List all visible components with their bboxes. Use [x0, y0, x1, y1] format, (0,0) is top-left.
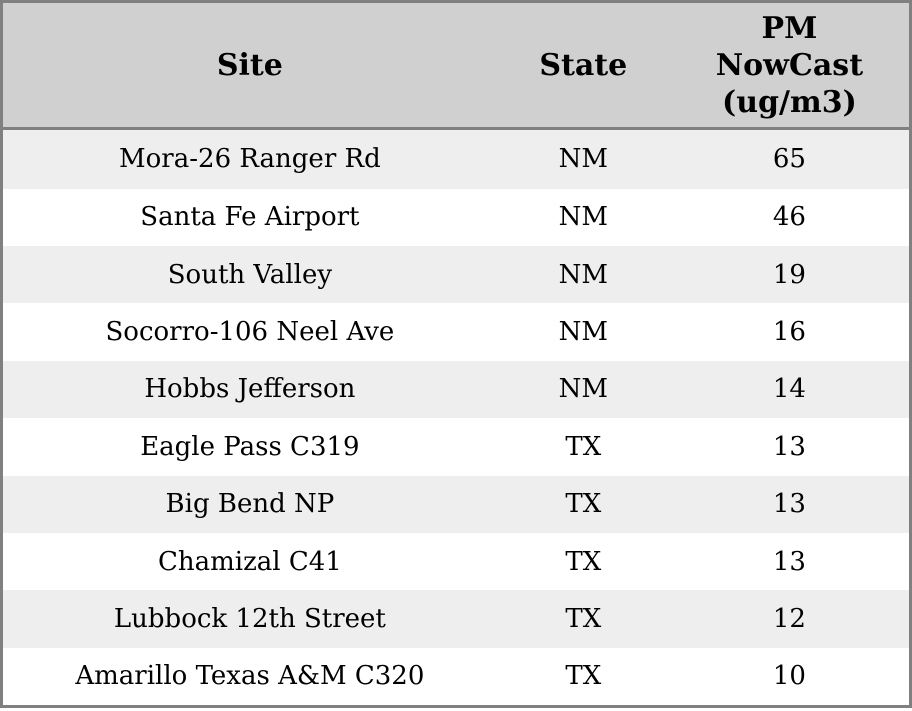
site-cell: Socorro-106 Neel Ave	[105, 317, 395, 348]
pm-value-cell: 13	[772, 546, 806, 577]
site-cell: Hobbs Jefferson	[144, 374, 356, 405]
state-cell: NM	[558, 144, 608, 175]
site-cell: South Valley	[167, 259, 333, 290]
state-cell: TX	[565, 546, 602, 577]
pm-value-cell: 12	[772, 603, 806, 634]
table-header-row: Site State PM NowCast (ug/m3)	[3, 3, 909, 130]
state-cell: TX	[565, 661, 602, 692]
column-header-pm-nowcast: PM NowCast (ug/m3)	[669, 3, 909, 130]
pm-value-cell: 13	[772, 489, 806, 520]
site-cell: Lubbock 12th Street	[113, 603, 386, 634]
pm-nowcast-table: Site State PM NowCast (ug/m3) Mora-26 Ra…	[3, 3, 909, 705]
table-row: Socorro-106 Neel Ave NM 16	[3, 303, 909, 361]
pm-value-cell: 16	[772, 317, 806, 348]
pm-value-cell: 65	[772, 144, 806, 175]
site-cell: Big Bend NP	[165, 489, 335, 520]
state-cell: NM	[558, 202, 608, 233]
state-cell: TX	[565, 489, 602, 520]
site-cell: Amarillo Texas A&M C320	[75, 661, 425, 692]
pm-value-cell: 46	[772, 202, 806, 233]
pm-value-cell: 10	[772, 661, 806, 692]
column-header-state: State	[496, 3, 670, 130]
state-cell: TX	[565, 603, 602, 634]
site-cell: Chamizal C41	[157, 546, 342, 577]
state-cell: NM	[558, 317, 608, 348]
site-cell: Eagle Pass C319	[140, 431, 360, 462]
table-row: Hobbs Jefferson NM 14	[3, 360, 909, 419]
state-cell: NM	[558, 259, 608, 290]
site-cell: Mora-26 Ranger Rd	[119, 144, 381, 175]
table-row: Amarillo Texas A&M C320 TX 10	[3, 647, 909, 705]
table-row: Lubbock 12th Street TX 12	[3, 590, 909, 648]
state-cell: TX	[565, 431, 602, 462]
table-row: South Valley NM 19	[3, 246, 909, 304]
pm-value-cell: 14	[772, 374, 806, 405]
table-row: Eagle Pass C319 TX 13	[3, 418, 909, 476]
column-header-site: Site	[3, 3, 497, 130]
site-cell: Santa Fe Airport	[140, 202, 360, 233]
table-row: Big Bend NP TX 13	[3, 475, 909, 533]
pm-value-cell: 19	[772, 259, 806, 290]
table-row: Chamizal C41 TX 13	[3, 532, 909, 591]
state-cell: NM	[558, 374, 608, 405]
table-row: Mora-26 Ranger Rd NM 65	[3, 128, 909, 189]
table-row: Santa Fe Airport NM 46	[3, 188, 909, 247]
pm-value-cell: 13	[772, 431, 806, 462]
